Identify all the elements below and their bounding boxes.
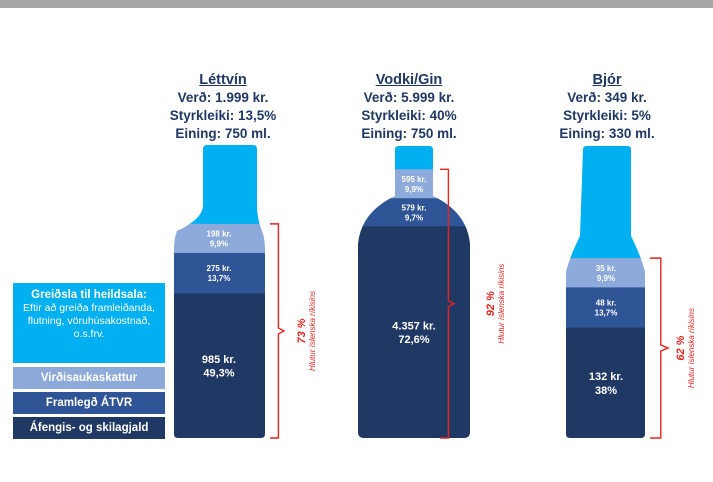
state-share-bracket <box>270 223 286 439</box>
segment-tax <box>174 293 265 438</box>
segment-atvr <box>174 252 265 294</box>
segment-pct-label: 9,9% <box>597 274 615 283</box>
segment-pct-label: 49,3% <box>203 368 234 380</box>
segment-pct-label: 9,7% <box>405 213 423 222</box>
segment-pct-label: 9,9% <box>405 185 423 194</box>
segment-atvr <box>566 287 645 329</box>
header-lettvin: Léttvín Verð: 1.999 kr. Styrkleiki: 13,5… <box>138 71 308 143</box>
product-strength: Styrkleiki: 13,5% <box>169 108 277 123</box>
segment-value-label: 595 kr. <box>402 175 427 184</box>
segment-value-label: 48 kr. <box>596 298 616 307</box>
segment-pct-label: 38% <box>595 385 617 397</box>
product-price: Verð: 1.999 kr. <box>177 90 269 105</box>
legend-producer-text: Eftir að greiða framleiðanda, flutning, … <box>23 302 155 340</box>
segment-value-label: 198 kr. <box>207 229 232 238</box>
segment-pct-label: 13,7% <box>595 308 618 317</box>
segment-pct-label: 13,7% <box>208 274 231 283</box>
state-share-caption: Hlutur íslenska ríkisins <box>687 308 696 388</box>
legend-producer-title: Greiðsla til heildsala: <box>31 289 147 301</box>
segment-value-label: 985 kr. <box>202 354 236 366</box>
product-name: Léttvín <box>199 72 247 88</box>
state-share-bracket <box>650 257 670 439</box>
product-price: Verð: 5.999 kr. <box>363 90 455 105</box>
state-share-caption: Hlutur íslenska ríkisins <box>308 291 317 371</box>
state-share-value: 73 % <box>296 318 308 343</box>
segment-value-label: 4.357 kr. <box>392 320 435 332</box>
segment-value-label: 132 kr. <box>589 371 623 383</box>
product-name: Bjór <box>592 72 622 88</box>
top-bar <box>0 0 713 8</box>
product-strength: Styrkleiki: 40% <box>361 108 457 123</box>
segment-vat <box>174 223 265 254</box>
segment-value-label: 579 kr. <box>402 203 427 212</box>
segment-pct-label: 9,9% <box>210 239 228 248</box>
product-unit: Eining: 750 ml. <box>175 126 271 141</box>
legend-producer: Greiðsla til heildsala: Eftir að greiða … <box>13 283 165 363</box>
state-share-caption: Hlutur íslenska ríkisins <box>497 264 506 344</box>
segment-value-label: 35 kr. <box>596 264 616 273</box>
header-vodki: Vodki/Gin Verð: 5.999 kr. Styrkleiki: 40… <box>324 71 494 143</box>
state-share-value: 62 % <box>675 335 687 360</box>
product-unit: Eining: 750 ml. <box>361 126 457 141</box>
product-strength: Styrkleiki: 5% <box>563 108 651 123</box>
legend-atvr: Framlegð ÁTVR <box>13 392 165 414</box>
state-share-value: 92 % <box>485 291 497 316</box>
state-share-bracket <box>440 168 456 439</box>
product-name: Vodki/Gin <box>375 72 443 88</box>
segment-pct-label: 72,6% <box>398 334 429 346</box>
legend-vat: Virðisaukaskattur <box>13 367 165 389</box>
legend-tax: Áfengis- og skilagjald <box>13 417 165 439</box>
segment-tax <box>358 226 470 438</box>
product-unit: Eining: 330 ml. <box>559 126 655 141</box>
header-bjor: Bjór Verð: 349 kr. Styrkleiki: 5% Eining… <box>522 71 692 143</box>
product-price: Verð: 349 kr. <box>567 90 647 105</box>
segment-vat <box>566 258 645 288</box>
segment-value-label: 275 kr. <box>207 264 232 273</box>
segment-tax <box>566 327 645 438</box>
